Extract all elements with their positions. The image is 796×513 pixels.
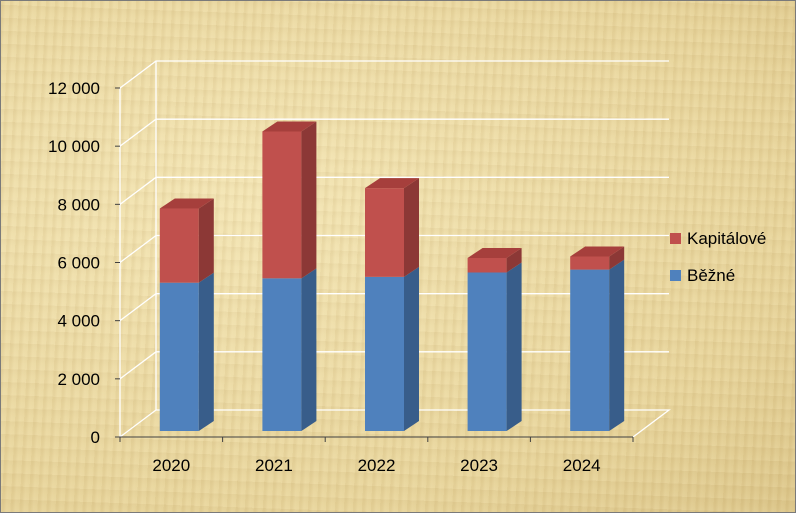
bar-side [301,121,317,279]
bar-segment-Kapitálové-2021 [262,121,317,279]
bar-segment-Běžné-2021 [262,268,317,431]
y-tick-label: 0 [91,428,100,447]
gridline [119,60,669,89]
bar-side [198,272,214,431]
bar-front [365,276,404,431]
legend: Kapitálové Běžné [670,229,766,285]
bar-front [570,256,610,270]
bar-front [262,278,302,431]
bar-top [262,121,317,132]
bar-front [159,282,199,431]
legend-swatch [670,233,681,244]
legend-label: Běžné [687,266,735,285]
bar-segment-Kapitálové-2024 [570,246,625,270]
bar-segment-Běžné-2022 [365,266,419,431]
x-tick-label: 2020 [152,456,190,475]
legend-swatch [670,270,681,281]
bar-top [159,198,214,209]
x-tick-label: 2021 [255,456,293,475]
bar-segment-Kapitálové-2022 [365,178,419,277]
y-tick-label: 6 000 [57,254,100,273]
bar-segment-Běžné-2024 [570,259,625,431]
bar-side [404,266,419,431]
y-tick-label: 10 000 [48,137,100,156]
bar-top [467,247,522,258]
bar-side [609,246,625,270]
bar-front [570,269,610,431]
gridlines [119,60,669,380]
bar-top [570,246,625,257]
bar-side [506,247,522,273]
bar-side [506,262,522,431]
y-axis-ticks: 0 2 000 4 000 6 000 8 000 10 000 12 000 [48,79,120,447]
bar-segment-Běžné-2020 [159,272,214,431]
bars [159,121,625,431]
bar-front [467,257,507,273]
x-tick-label: 2022 [358,456,396,475]
bar-front [467,272,507,431]
bar-segment-Kapitálové-2023 [467,247,522,273]
bar-front [365,188,404,277]
bar-side [301,268,317,431]
bar-side [609,259,625,431]
gridline [119,118,669,147]
bar-top [365,178,419,189]
legend-label: Kapitálové [687,229,766,248]
bar-side [198,198,214,283]
x-tick-label: 2024 [563,456,601,475]
gridline [119,176,669,205]
x-tick-label: 2023 [460,456,498,475]
bar-segment-Kapitálové-2020 [159,198,214,283]
y-tick-label: 12 000 [48,79,100,98]
bar-front [159,208,199,283]
bar-front [262,131,302,279]
y-tick-label: 2 000 [57,370,100,389]
x-axis-ticks: 2020 2021 2022 2023 2024 [119,436,634,475]
y-tick-label: 8 000 [57,195,100,214]
y-tick-label: 4 000 [57,312,100,331]
bar-segment-Běžné-2023 [467,262,522,431]
gridline [119,234,669,264]
bar-side [404,178,419,277]
